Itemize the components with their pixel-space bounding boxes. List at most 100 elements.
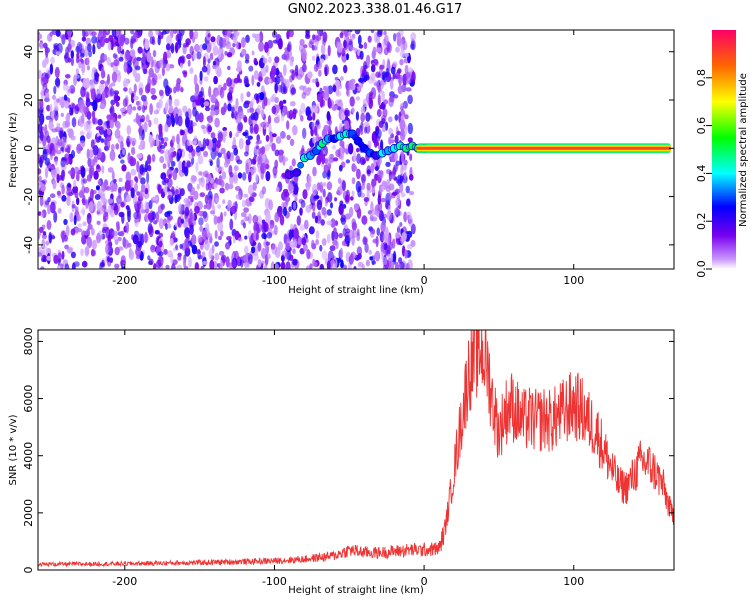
noise-point <box>271 65 277 77</box>
noise-point <box>381 185 385 191</box>
noise-point <box>128 87 132 95</box>
noise-point <box>289 241 296 249</box>
noise-point <box>268 199 274 211</box>
noise-point <box>201 65 208 73</box>
noise-point <box>256 81 261 87</box>
noise-point <box>250 158 257 165</box>
noise-point <box>259 92 265 101</box>
noise-point <box>245 34 250 43</box>
noise-point <box>208 86 212 98</box>
noise-point <box>314 261 318 268</box>
noise-point <box>54 110 59 121</box>
noise-point <box>284 251 289 260</box>
noise-point <box>184 243 190 248</box>
noise-point <box>379 170 384 179</box>
noise-point <box>38 33 43 40</box>
noise-point <box>142 53 146 65</box>
noise-point <box>66 113 71 122</box>
noise-point <box>220 147 226 155</box>
noise-point <box>394 114 399 121</box>
noise-point <box>274 75 281 85</box>
noise-point <box>201 229 207 239</box>
noise-point <box>38 123 43 134</box>
y-tick-label: 2000 <box>22 499 35 527</box>
noise-point <box>236 159 243 165</box>
noise-point <box>191 122 197 127</box>
noise-point <box>383 99 389 105</box>
noise-point <box>182 105 188 114</box>
y-tick-label: 20 <box>22 93 35 107</box>
colorbar-label: Normalized spectral amplitude <box>738 73 749 227</box>
noise-point <box>189 224 194 236</box>
noise-point <box>405 87 412 92</box>
noise-point <box>227 103 232 112</box>
noise-point <box>144 208 150 214</box>
noise-point <box>332 144 336 150</box>
noise-point <box>212 60 217 66</box>
noise-point <box>367 35 372 43</box>
noise-point <box>283 188 289 194</box>
noise-point <box>82 106 87 113</box>
noise-point <box>121 186 125 191</box>
noise-point <box>297 237 304 246</box>
noise-point <box>323 124 330 132</box>
noise-point <box>158 232 164 238</box>
noise-point <box>244 100 251 105</box>
noise-point <box>327 100 333 109</box>
noise-point <box>305 106 311 118</box>
noise-point <box>39 194 44 200</box>
noise-point <box>381 90 385 102</box>
noise-point <box>316 93 323 103</box>
noise-point <box>173 150 177 157</box>
noise-point <box>46 104 51 112</box>
noise-point <box>178 30 185 37</box>
noise-point <box>376 47 382 53</box>
noise-point <box>89 188 94 201</box>
noise-point <box>41 76 48 83</box>
noise-point <box>134 216 139 228</box>
noise-point <box>376 30 383 38</box>
noise-point <box>396 130 401 136</box>
noise-point <box>380 115 387 123</box>
noise-point <box>56 173 60 184</box>
noise-point <box>289 101 296 107</box>
noise-point <box>208 248 214 260</box>
noise-point <box>372 46 377 57</box>
noise-point <box>397 174 402 187</box>
noise-point <box>90 139 95 150</box>
noise-point <box>409 191 415 196</box>
noise-point <box>172 30 178 35</box>
noise-point <box>178 203 183 215</box>
noise-point <box>288 229 293 240</box>
noise-point <box>308 114 312 121</box>
noise-point <box>39 43 44 49</box>
noise-point <box>293 184 299 195</box>
noise-point <box>75 68 79 76</box>
noise-point <box>344 109 349 116</box>
noise-point <box>101 165 105 174</box>
noise-point <box>170 160 176 167</box>
noise-point <box>334 197 338 202</box>
noise-point <box>195 262 200 269</box>
noise-point <box>81 236 87 245</box>
noise-point <box>125 171 132 183</box>
noise-point <box>142 68 148 75</box>
noise-point <box>146 154 152 165</box>
noise-point <box>130 179 134 188</box>
noise-point <box>60 136 67 147</box>
noise-point <box>383 256 388 266</box>
noise-point <box>378 42 382 48</box>
x-tick-label: 100 <box>563 274 584 287</box>
snr-x-ticks: -200 -100 0 100 <box>112 330 584 588</box>
noise-point <box>357 188 362 198</box>
noise-point <box>76 143 82 154</box>
noise-point <box>213 182 218 189</box>
noise-point <box>134 176 138 182</box>
noise-point <box>87 43 92 52</box>
x-tick-label: -100 <box>262 274 287 287</box>
noise-point <box>71 204 76 209</box>
noise-point <box>100 67 105 79</box>
noise-point <box>326 209 332 216</box>
noise-point <box>151 94 157 100</box>
noise-point <box>91 110 96 118</box>
